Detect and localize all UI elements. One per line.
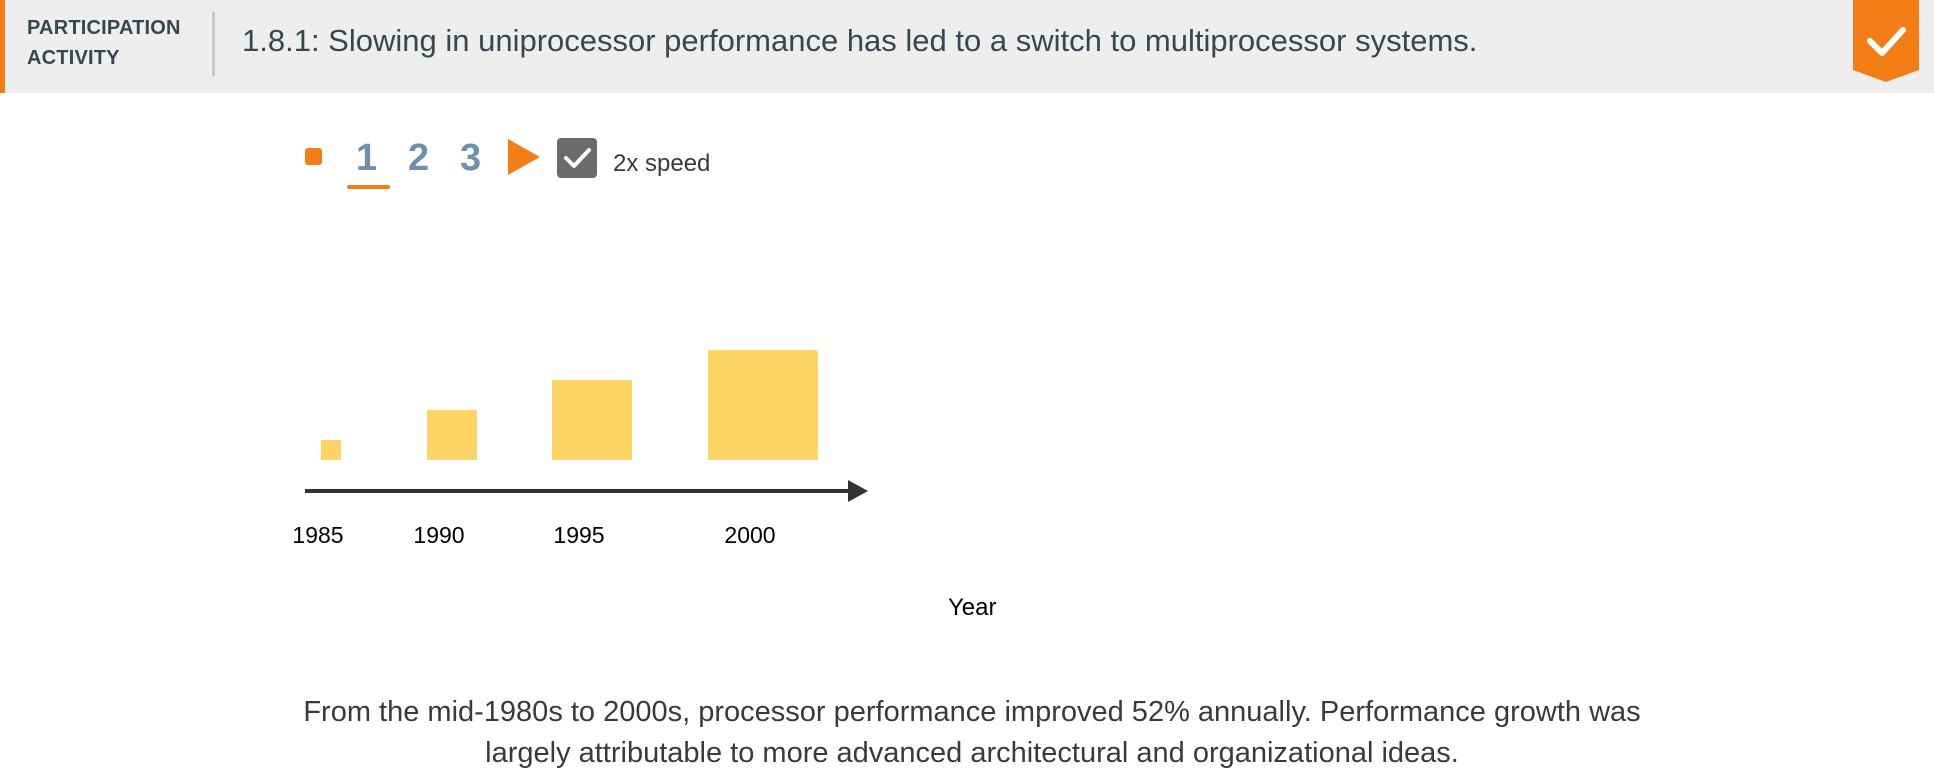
- step-1-button[interactable]: 1: [356, 137, 378, 179]
- step-2-button[interactable]: 2: [408, 137, 430, 179]
- header-divider: [212, 12, 215, 76]
- x-tick-label-1985: 1985: [292, 522, 343, 548]
- x-axis-title: Year: [948, 594, 997, 621]
- checkmark-icon: [1853, 0, 1919, 82]
- x-tick-label-1995: 1995: [553, 522, 604, 548]
- speed-label: 2x speed: [613, 150, 711, 177]
- current-step-indicator: [347, 185, 390, 189]
- caption-line-1: From the mid-1980s to 2000s, processor p…: [303, 696, 1641, 728]
- completion-badge: [1853, 0, 1919, 87]
- activity-type-label: PARTICIPATION ACTIVITY: [27, 13, 197, 73]
- performance-chart: 1985 1990 1995 2000: [292, 350, 868, 548]
- participation-activity-header: PARTICIPATION ACTIVITY 1.8.1: Slowing in…: [0, 0, 1934, 93]
- checkbox-checked-icon: [557, 138, 597, 178]
- bar-1990: [427, 410, 477, 460]
- start-over-button[interactable]: [305, 148, 322, 165]
- bar-1995: [552, 380, 632, 460]
- speed-checkbox[interactable]: [557, 138, 597, 183]
- activity-title: 1.8.1: Slowing in uniprocessor performan…: [242, 23, 1478, 58]
- caption-line-2: largely attributable to more advanced ar…: [485, 737, 1459, 769]
- step-caption: From the mid-1980s to 2000s, processor p…: [272, 692, 1672, 774]
- animation-controls: 1 2 3 2x speed: [0, 130, 800, 190]
- activity-type-line-2: ACTIVITY: [27, 47, 120, 69]
- activity-type-line-1: PARTICIPATION: [27, 17, 181, 39]
- x-axis-arrowhead: [848, 480, 868, 502]
- bar-1985: [321, 440, 341, 460]
- bar-2000: [708, 350, 818, 460]
- step-3-button[interactable]: 3: [460, 137, 482, 179]
- x-tick-label-2000: 2000: [724, 522, 775, 548]
- play-button[interactable]: [507, 137, 541, 182]
- x-tick-label-1990: 1990: [413, 522, 464, 548]
- play-icon: [508, 139, 540, 175]
